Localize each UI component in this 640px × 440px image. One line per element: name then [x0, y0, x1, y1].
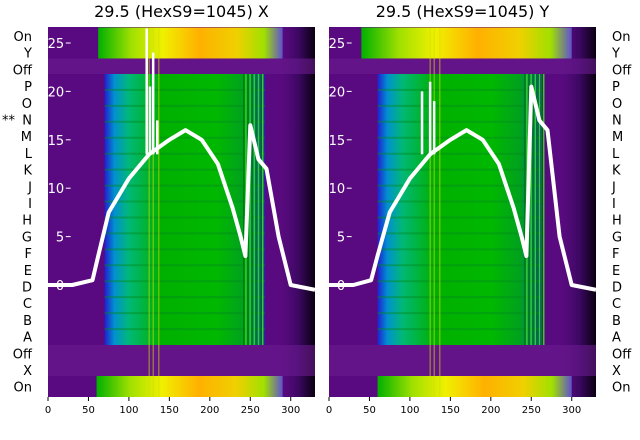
- xtick-label: 250: [241, 405, 260, 416]
- row-label-right: E: [612, 264, 620, 279]
- row-label-right: Y: [611, 47, 620, 62]
- row-label-left: L: [25, 147, 33, 162]
- row-label-right: Off: [612, 347, 632, 362]
- row-label-left: O: [22, 97, 32, 112]
- xtick-label: 150: [441, 405, 460, 416]
- row-label-left: I: [28, 197, 32, 212]
- row-label-right: On: [612, 381, 630, 396]
- ytick-label: 5: [56, 231, 64, 246]
- xtick-label: 300: [281, 405, 300, 416]
- row-label-left: D: [22, 281, 32, 296]
- row-label-right: D: [612, 281, 622, 296]
- band-on: [361, 27, 572, 59]
- trace-line: [48, 123, 315, 292]
- row-label-right: K: [612, 164, 621, 179]
- row-label-right: Off: [612, 63, 632, 78]
- plot-area: [48, 27, 315, 397]
- row-label-left: F: [25, 247, 32, 262]
- ytick-label: 25: [48, 37, 65, 52]
- ytick-label: 20: [48, 85, 65, 100]
- off-band: [48, 58, 315, 74]
- row-label-right: F: [612, 247, 619, 262]
- row-label-right: X: [612, 364, 621, 379]
- ytick-label: 0: [337, 279, 345, 294]
- row-label-left: On: [14, 381, 32, 396]
- row-label-left: M: [21, 130, 32, 145]
- row-label-right: M: [612, 130, 623, 145]
- edge-fade: [555, 27, 596, 397]
- xtick-label: 300: [562, 405, 581, 416]
- panel-title: 29.5 (HexS9=1045) Y: [376, 2, 550, 21]
- ytick-label: 5: [337, 231, 345, 246]
- row-label-left: On: [14, 30, 32, 45]
- row-label-right: I: [612, 197, 616, 212]
- row-label-left: P: [24, 80, 32, 95]
- xtick-label: 200: [481, 405, 500, 416]
- xtick-label: 50: [363, 405, 376, 416]
- row-label-left: H: [22, 214, 32, 229]
- ytick-label: 10: [48, 182, 65, 197]
- row-label-right: H: [612, 214, 622, 229]
- panel-title: 29.5 (HexS9=1045) X: [94, 2, 269, 21]
- row-label-left: Off: [13, 347, 33, 362]
- row-label-right: A: [612, 331, 621, 346]
- ytick-label: 15: [329, 134, 346, 149]
- row-label-right: P: [612, 80, 620, 95]
- row-label-right: J: [611, 180, 616, 195]
- ytick-label: 15: [48, 134, 65, 149]
- row-label-left: A: [23, 331, 32, 346]
- ytick-label: 25: [329, 37, 346, 52]
- xtick-label: 0: [45, 405, 51, 416]
- xtick-label: 100: [119, 405, 138, 416]
- row-label-left: E: [24, 264, 32, 279]
- xtick-label: 150: [160, 405, 179, 416]
- row-label-left: C: [23, 297, 32, 312]
- band-scan: [377, 73, 541, 346]
- band-on: [98, 27, 283, 59]
- xtick-label: 200: [200, 405, 219, 416]
- row-label-left: N: [22, 114, 32, 129]
- row-label-left: X: [23, 364, 32, 379]
- row-label-left: B: [23, 314, 32, 329]
- row-marker: **: [2, 114, 16, 129]
- xtick-label: 50: [82, 405, 95, 416]
- off-band: [329, 58, 596, 74]
- ytick-label: 10: [329, 182, 346, 197]
- row-label-right: L: [612, 147, 620, 162]
- plot-area: [329, 27, 596, 397]
- ytick-label: 20: [329, 85, 346, 100]
- trace-line: [329, 84, 596, 292]
- band-on: [96, 375, 283, 397]
- row-label-right: C: [612, 297, 621, 312]
- row-label-right: G: [612, 230, 622, 245]
- row-label-right: O: [612, 97, 622, 112]
- band-on: [377, 375, 572, 397]
- band-scan: [104, 73, 265, 346]
- off-band: [329, 345, 596, 376]
- row-label-left: K: [23, 164, 32, 179]
- row-label-left: Off: [13, 63, 33, 78]
- row-label-left: Y: [23, 47, 32, 62]
- off-band: [48, 345, 315, 376]
- ytick-label: 0: [56, 279, 64, 294]
- xtick-label: 250: [522, 405, 541, 416]
- xtick-label: 100: [400, 405, 419, 416]
- row-label-left: G: [22, 230, 32, 245]
- edge-fade: [274, 27, 315, 397]
- row-label-right: B: [612, 314, 621, 329]
- row-label-left: J: [27, 180, 32, 195]
- xtick-label: 0: [326, 405, 332, 416]
- row-label-right: N: [612, 114, 622, 129]
- row-label-right: On: [612, 30, 630, 45]
